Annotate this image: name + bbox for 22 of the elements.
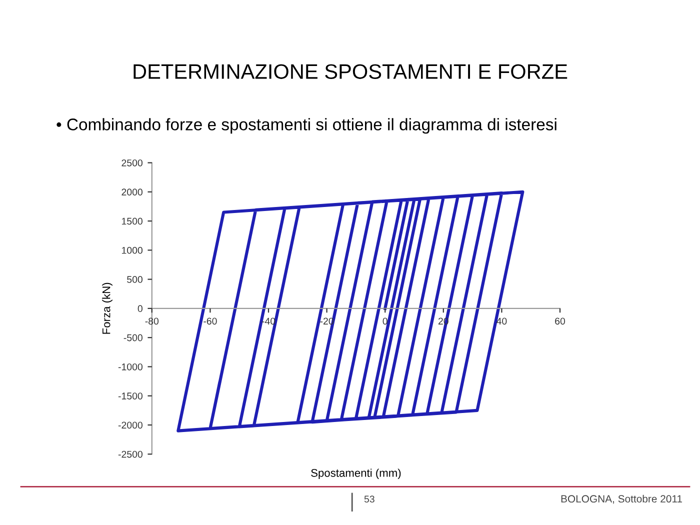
chart-subtitle: • Combinando forze e spostamenti si ottiene il diagramma di isteresi <box>56 118 556 134</box>
y-tick-label: 2000 <box>122 188 142 196</box>
y-tick-label: 1000 <box>122 246 142 254</box>
x-tick-label: -80 <box>145 318 159 325</box>
y-tick-label: 500 <box>127 276 142 283</box>
y-tick-label: 1500 <box>122 218 142 225</box>
x-tick-label: -60 <box>204 318 217 325</box>
y-tick-label: -2000 <box>118 422 142 429</box>
text: BOLOGNA, Sottobre 2011 <box>561 494 682 504</box>
line-series <box>176 190 524 432</box>
y-tick-label: 0 <box>138 305 142 312</box>
y-tick-label: -2500 <box>118 450 142 458</box>
chart-title: DETERMINAZIONE SPOSTAMENTI E FORZE <box>134 64 568 79</box>
text: 53 <box>364 496 374 503</box>
y-tick-label: -500 <box>124 334 142 342</box>
x-tick-label: 0 <box>382 318 388 325</box>
y-tick-label: 2500 <box>122 159 142 166</box>
y-tick-label: -1500 <box>118 392 142 400</box>
y-tick-label: -1000 <box>118 363 142 370</box>
x-tick-label: 60 <box>555 318 566 325</box>
x-axis-title: Spostamenti (mm) <box>311 468 401 480</box>
y-axis-title: Forza (kN) <box>102 282 112 334</box>
